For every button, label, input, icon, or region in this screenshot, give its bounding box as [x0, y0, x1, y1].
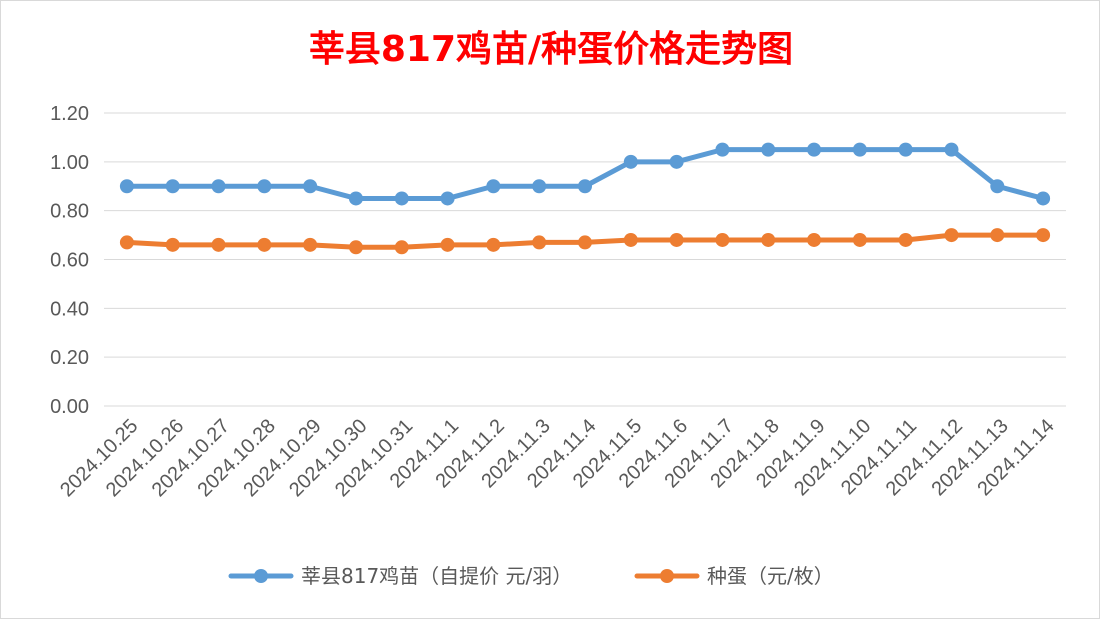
- grid-lines: [104, 112, 1066, 407]
- data-point: [257, 237, 272, 252]
- data-point: [532, 235, 547, 250]
- data-point: [165, 179, 180, 194]
- data-point: [761, 142, 776, 157]
- y-tick-label: 0.20: [50, 347, 89, 369]
- legend-item: 种蛋（元/枚）: [634, 564, 834, 588]
- legend: 莘县817鸡苗（自提价 元/羽） 种蛋（元/枚）: [228, 564, 834, 588]
- data-point: [898, 142, 913, 157]
- y-tick-label: 0.40: [50, 298, 89, 320]
- data-point: [807, 232, 822, 247]
- data-point: [440, 237, 455, 252]
- data-point: [211, 179, 226, 194]
- series-2: [119, 228, 1051, 255]
- data-point: [486, 179, 501, 194]
- data-point: [211, 237, 226, 252]
- data-point: [623, 232, 638, 247]
- chart-title: 莘县817鸡苗/种蛋价格走势图: [309, 29, 793, 70]
- y-tick-label: 1.00: [50, 152, 89, 174]
- data-point: [990, 179, 1005, 194]
- series-1: [119, 142, 1051, 206]
- data-point: [119, 179, 134, 194]
- series-lines: [119, 142, 1051, 255]
- data-point: [303, 179, 318, 194]
- data-point: [348, 191, 363, 206]
- data-point: [257, 179, 272, 194]
- legend-swatch-marker: [660, 569, 674, 583]
- data-point: [623, 154, 638, 169]
- legend-item: 莘县817鸡苗（自提价 元/羽）: [228, 564, 572, 588]
- data-point: [944, 228, 959, 243]
- data-point: [532, 179, 547, 194]
- y-axis-ticks: 0.00 0.20 0.40 0.60 0.80 1.00 1.20: [50, 103, 89, 418]
- data-point: [944, 142, 959, 157]
- data-point: [715, 232, 730, 247]
- y-tick-label: 0.60: [50, 250, 89, 272]
- data-point: [119, 235, 134, 250]
- x-axis-ticks: 2024.10.252024.10.262024.10.272024.10.28…: [56, 415, 1059, 501]
- data-point: [578, 179, 592, 194]
- data-point: [669, 154, 684, 169]
- data-point: [852, 142, 867, 157]
- data-point: [440, 191, 455, 206]
- data-point: [898, 232, 913, 247]
- data-point: [348, 240, 363, 255]
- legend-label: 种蛋（元/枚）: [707, 564, 834, 588]
- data-point: [852, 232, 867, 247]
- data-point: [486, 237, 501, 252]
- data-point: [394, 240, 409, 255]
- data-point: [1036, 191, 1051, 206]
- data-point: [165, 237, 180, 252]
- legend-swatch-marker: [254, 569, 268, 583]
- data-point: [715, 142, 730, 157]
- data-point: [990, 228, 1005, 243]
- y-tick-label: 1.20: [50, 103, 89, 125]
- data-point: [807, 142, 822, 157]
- data-point: [761, 232, 776, 247]
- data-point: [303, 237, 318, 252]
- data-point: [394, 191, 409, 206]
- legend-label: 莘县817鸡苗（自提价 元/羽）: [301, 564, 572, 588]
- y-tick-label: 0.80: [50, 201, 89, 223]
- data-point: [669, 232, 684, 247]
- data-point: [578, 235, 592, 250]
- data-point: [1036, 228, 1051, 243]
- y-tick-label: 0.00: [50, 396, 89, 418]
